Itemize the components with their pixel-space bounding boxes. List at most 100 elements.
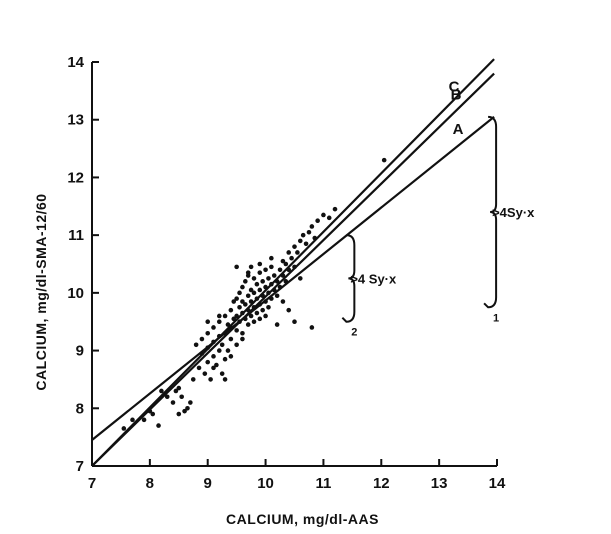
y-tick-label: 8 (76, 400, 84, 417)
data-point (251, 290, 257, 296)
bracket-subscript: 1 (493, 312, 499, 324)
data-point (216, 319, 222, 325)
x-tick-label: 11 (315, 475, 331, 492)
y-tick-label: 13 (67, 112, 84, 129)
line-label-a: A (453, 121, 464, 138)
x-tick-label: 12 (373, 475, 390, 492)
data-point (248, 313, 254, 319)
data-point (219, 342, 225, 348)
data-point (300, 232, 306, 238)
data-point (170, 400, 176, 405)
data-point (271, 273, 277, 278)
data-point (222, 356, 228, 362)
data-point (257, 270, 263, 275)
y-tick-label: 12 (67, 169, 84, 186)
data-point (176, 385, 182, 391)
data-point (240, 284, 245, 290)
data-point (219, 371, 225, 376)
data-point (193, 342, 199, 348)
data-point (286, 250, 292, 255)
data-point (280, 299, 286, 304)
data-point (121, 426, 127, 431)
data-point (257, 261, 263, 267)
data-point (243, 302, 248, 307)
data-point (251, 276, 257, 281)
regression-line-b (91, 72, 495, 467)
regression-line-a (91, 115, 495, 441)
data-point (176, 411, 182, 417)
data-point (297, 276, 303, 281)
data-point (150, 411, 156, 417)
data-point (309, 325, 315, 330)
data-point (274, 322, 280, 327)
data-point (243, 279, 248, 284)
data-point (254, 281, 260, 287)
x-tick-label: 7 (88, 475, 96, 492)
data-point (179, 394, 184, 400)
data-point (234, 264, 239, 270)
data-point (260, 307, 265, 313)
data-point (202, 371, 208, 376)
data-point (292, 319, 297, 325)
data-point (188, 400, 193, 405)
data-point (381, 157, 387, 163)
data-point (321, 212, 326, 218)
data-point (245, 322, 251, 327)
data-point (211, 365, 216, 371)
data-point (228, 336, 234, 342)
data-point (289, 255, 294, 261)
data-point (266, 276, 271, 281)
data-point (211, 354, 216, 359)
data-point (240, 299, 245, 304)
data-point (332, 206, 338, 212)
data-point (173, 388, 179, 394)
data-point (274, 293, 280, 299)
y-tick-label: 9 (76, 343, 84, 360)
data-point (240, 330, 245, 336)
data-point (208, 377, 213, 382)
data-point (205, 319, 211, 325)
axes (91, 62, 497, 467)
data-point (266, 304, 271, 310)
bracket-subscript: 2 (351, 327, 357, 339)
x-tick-label: 10 (257, 475, 274, 492)
data-point (214, 362, 219, 368)
data-point (326, 215, 332, 221)
data-point (260, 279, 265, 284)
y-tick-label: 14 (67, 54, 84, 71)
data-point (228, 354, 234, 359)
data-point (269, 264, 274, 270)
data-point (283, 261, 289, 267)
data-point (130, 417, 135, 423)
y-tick-label: 10 (67, 285, 84, 302)
x-axis-label: CALCIUM, mg/dl-AAS (226, 511, 379, 527)
data-point (190, 377, 196, 382)
data-point (306, 229, 312, 235)
data-point (280, 258, 286, 264)
data-point (185, 405, 190, 411)
data-point (295, 250, 300, 255)
data-point (254, 310, 260, 316)
data-point (277, 267, 283, 273)
data-point (303, 241, 309, 247)
data-point (297, 238, 303, 244)
data-point (182, 408, 187, 414)
data-point (234, 296, 239, 301)
y-tick-label: 7 (76, 458, 84, 475)
data-point (245, 293, 251, 299)
data-point (263, 267, 268, 273)
data-point (159, 388, 164, 394)
sigma-annotation: >4Sy·x (492, 205, 535, 220)
data-point (156, 423, 161, 428)
data-point (211, 325, 216, 330)
data-point (225, 348, 231, 353)
data-point (164, 394, 170, 400)
data-point (263, 313, 268, 319)
data-point (248, 287, 254, 293)
annotations: >4 Sy·x 2 >4Sy·x 1 (341, 115, 535, 339)
data-point (309, 224, 315, 229)
data-point (216, 348, 222, 353)
data-point (222, 313, 228, 319)
data-point (237, 290, 242, 296)
